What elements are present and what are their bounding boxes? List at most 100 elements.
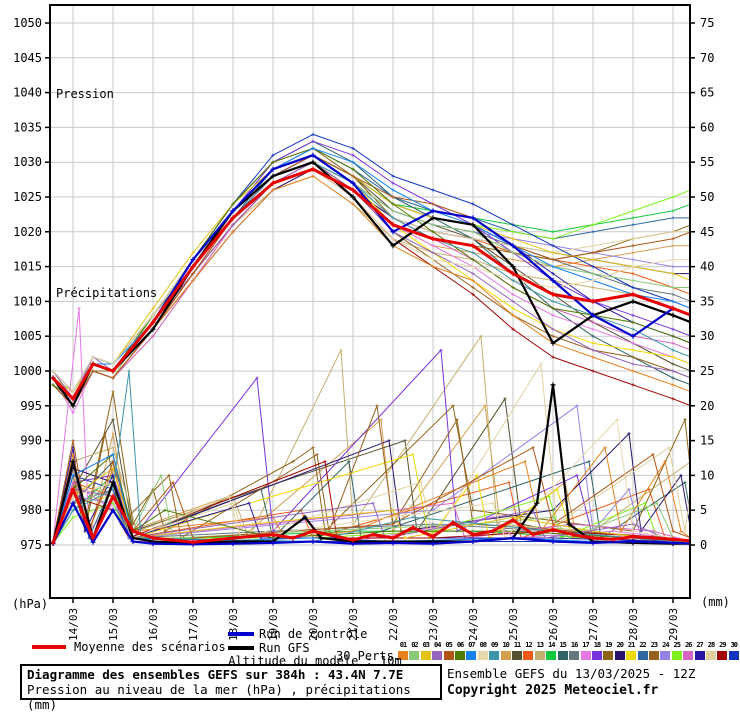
pressure-member-08-markers <box>51 167 690 394</box>
chart-title: Diagramme des ensembles GEFS sur 384h : … <box>27 667 404 682</box>
date-label: 26/03 <box>547 608 560 641</box>
pert-number: 20 <box>616 641 625 649</box>
gfs-run-legend-swatch <box>228 646 254 650</box>
pressure-tick-label: 1035 <box>13 120 42 134</box>
pert-color-swatch <box>477 651 488 660</box>
pert-number: 07 <box>468 641 476 649</box>
mean-legend-swatch <box>32 645 66 649</box>
pert-color-swatch <box>489 651 500 660</box>
pert-number: 16 <box>570 641 579 649</box>
pressure-tick-label: 1030 <box>13 155 42 169</box>
pressure-member-06-markers <box>51 146 690 401</box>
pressure-tick-label: 985 <box>20 468 42 482</box>
pert-legend-item: 25 <box>671 641 682 660</box>
precip-tick-label: 40 <box>700 260 714 274</box>
precip-tick-label: 20 <box>700 399 714 413</box>
pert-color-swatch <box>546 651 557 660</box>
date-label: 25/03 <box>507 608 520 641</box>
pressure-member-10 <box>52 161 690 407</box>
pert-color-swatch <box>500 651 511 660</box>
pressure-tick-label: 995 <box>20 399 42 413</box>
date-label: 19/03 <box>267 608 280 641</box>
pert-legend-item: 12 <box>523 641 534 660</box>
pert-number: 13 <box>536 641 545 649</box>
pressure-tick-label: 1010 <box>13 294 42 308</box>
pert-number: 18 <box>593 641 602 649</box>
precip-tick-label: 30 <box>700 329 714 343</box>
pert-legend-item: 13 <box>534 641 545 660</box>
pert-legend-item: 19 <box>603 641 614 660</box>
pert-number: 09 <box>491 641 499 649</box>
pert-legend-item: 02 <box>409 641 420 660</box>
pert-legend-item: 04 <box>432 641 443 660</box>
perturbations-count-label: 30 Perts. <box>336 649 402 663</box>
precip-tick-label: 0 <box>700 538 707 552</box>
pert-color-swatch <box>398 651 408 660</box>
pert-color-swatch <box>591 651 602 660</box>
pert-number: 15 <box>559 641 567 649</box>
pert-legend-item: 11 <box>512 641 523 660</box>
precip-tick-label: 5 <box>700 503 707 517</box>
pressure-member-10-markers <box>51 160 690 408</box>
pressure-member-20 <box>52 168 690 400</box>
precip-member-29 <box>52 461 690 544</box>
precip-member-11 <box>52 398 690 544</box>
pert-number: 11 <box>513 641 522 649</box>
precip-tick-label: 60 <box>700 120 714 134</box>
pressure-tick-label: 1000 <box>13 364 42 378</box>
pert-number: 03 <box>422 641 431 649</box>
pressure-tick-label: 1050 <box>13 16 42 30</box>
date-label: 14/03 <box>67 608 80 641</box>
precip-member-13 <box>52 335 690 544</box>
precip-tick-label: 35 <box>700 294 714 308</box>
pressure-member-09 <box>52 161 690 400</box>
pert-legend-item: 29 <box>717 641 728 660</box>
chart-title-box: Diagramme des ensembles GEFS sur 384h : … <box>20 664 442 712</box>
precip-tick-label: 70 <box>700 51 714 65</box>
pert-number: 01 <box>399 641 408 649</box>
pressure-member-26 <box>52 161 690 407</box>
pert-number: 29 <box>719 641 727 649</box>
precip-member-18 <box>52 349 690 544</box>
pert-color-swatch <box>455 651 466 660</box>
precip-mean-markers <box>50 486 690 546</box>
pert-color-swatch <box>728 651 739 660</box>
precip-tick-label: 25 <box>700 364 714 378</box>
pressure-tick-label: 1015 <box>13 260 42 274</box>
precip-member-28 <box>52 363 690 544</box>
pressure-member-14-markers <box>51 153 690 401</box>
precip-tick-label: 65 <box>700 86 714 100</box>
pressure-member-12 <box>52 161 690 400</box>
pert-number: 05 <box>445 641 453 649</box>
pressure-member-30-markers <box>51 132 690 394</box>
pert-color-swatch <box>420 651 431 660</box>
pert-number: 02 <box>411 641 419 649</box>
perturbations-legend: 01 02 03 04 05 06 07 08 09 10 11 12 13 14 15 16 17 18 19 20… <box>398 641 739 660</box>
pressure-member-28 <box>52 154 690 400</box>
pressure-tick-label: 1025 <box>13 190 42 204</box>
pert-color-swatch <box>432 651 443 660</box>
pert-legend-item: 18 <box>591 641 602 660</box>
pressure-tick-label: 1005 <box>13 329 42 343</box>
pert-legend-item: 14 <box>546 641 557 660</box>
pert-color-swatch <box>443 651 454 660</box>
precip-control <box>52 502 690 546</box>
pert-number: 17 <box>582 641 590 649</box>
precip-tick-label: 10 <box>700 468 714 482</box>
pert-number: 21 <box>627 641 636 649</box>
precip-tick-label: 45 <box>700 225 714 239</box>
pert-number: 23 <box>650 641 659 649</box>
pert-number: 12 <box>525 641 533 649</box>
date-label: 18/03 <box>227 608 240 641</box>
pert-number: 10 <box>502 641 510 649</box>
pert-color-swatch <box>512 651 523 660</box>
pressure-member-28-markers <box>51 153 690 401</box>
pressure-member-05-markers <box>51 153 690 408</box>
pressure-member-14 <box>52 154 690 400</box>
pert-number: 08 <box>479 641 488 649</box>
pert-number: 19 <box>605 641 613 649</box>
pressure-member-27 <box>52 154 690 400</box>
pert-color-swatch <box>660 651 671 660</box>
precip-member-08 <box>52 419 690 544</box>
pert-legend-item: 16 <box>569 641 580 660</box>
